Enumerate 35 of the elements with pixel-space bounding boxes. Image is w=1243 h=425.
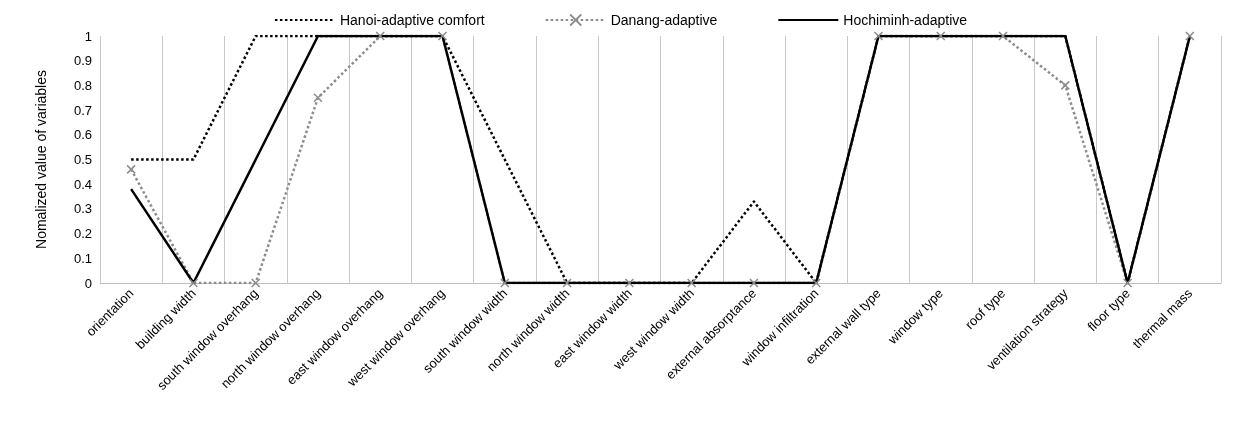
point xyxy=(811,278,821,288)
point xyxy=(1060,80,1071,91)
point xyxy=(437,31,448,41)
point xyxy=(1122,278,1133,288)
point xyxy=(936,31,946,41)
y-tick-label: 0.4 xyxy=(73,176,92,192)
point xyxy=(126,164,136,175)
legend-label: Hochiminh-adaptive xyxy=(843,12,968,28)
y-tick-label: 0.2 xyxy=(73,226,92,242)
point xyxy=(250,278,261,288)
point xyxy=(375,31,385,41)
point xyxy=(624,278,635,288)
legend-label: Danang-adaptive xyxy=(610,12,718,28)
y-tick-label: 0.1 xyxy=(73,250,92,266)
point xyxy=(188,278,199,288)
y-tick-label: 0.5 xyxy=(73,152,92,167)
y-tick-label: 0.9 xyxy=(73,53,92,69)
y-tick-label: 0.3 xyxy=(73,201,92,217)
x-tick-label: floor type xyxy=(1084,285,1133,335)
y-tick-label: 0.7 xyxy=(73,102,92,118)
x-tick-label: roof type xyxy=(961,285,1009,333)
y-tick-label: 0.8 xyxy=(73,77,92,93)
point xyxy=(1185,31,1195,41)
y-axis-title: Nomalized value of variables xyxy=(33,70,49,249)
point xyxy=(749,278,759,288)
y-tick-label: 0.6 xyxy=(73,127,92,143)
point xyxy=(500,278,510,288)
y-tick-label: 0 xyxy=(84,275,92,291)
point xyxy=(313,93,323,103)
point xyxy=(998,31,1008,41)
y-tick-label: 1 xyxy=(84,28,92,44)
point xyxy=(686,278,697,288)
point xyxy=(562,278,572,288)
point xyxy=(873,31,884,41)
legend-label: Hanoi-adaptive comfort xyxy=(339,12,485,28)
